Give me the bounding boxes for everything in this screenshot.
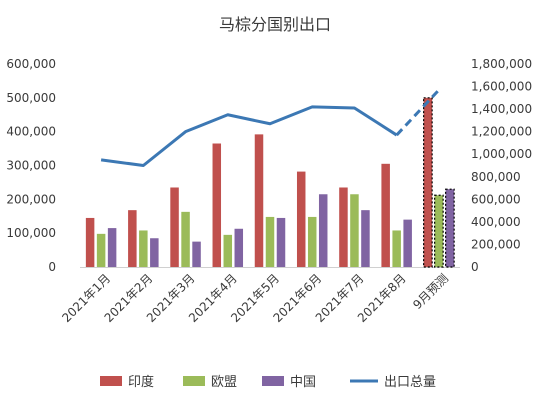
- bar-欧盟-1: [139, 230, 148, 267]
- y-right-tick-label: 1,600,000: [471, 80, 532, 94]
- legend-label-印度: 印度: [128, 374, 154, 390]
- y-left-tick-label: 0: [48, 260, 56, 274]
- bar-印度-0: [85, 217, 95, 267]
- bar-印度-8: [423, 97, 433, 268]
- legend-swatch-欧盟: [183, 376, 205, 386]
- bar-印度-1: [128, 210, 137, 267]
- y-left-tick-label: 600,000: [6, 57, 56, 71]
- bar-欧盟-8: [434, 194, 444, 268]
- bar-印度-2: [170, 187, 179, 267]
- y-right-tick-label: 1,400,000: [471, 102, 532, 116]
- y-left-tick-label: 500,000: [6, 91, 56, 105]
- bar-中国-7: [403, 219, 412, 267]
- bar-中国-3: [234, 228, 244, 267]
- y-right-tick-label: 1,800,000: [471, 57, 532, 71]
- legend-swatch-中国: [262, 376, 284, 386]
- chart-title: 马棕分国别出口: [219, 15, 331, 34]
- bar-中国-0: [107, 228, 117, 267]
- bar-欧盟-3: [223, 234, 233, 267]
- y-left-tick-label: 100,000: [6, 226, 56, 240]
- y-right-tick-label: 1,200,000: [471, 125, 532, 139]
- line-出口总量-forecast: [395, 88, 440, 137]
- legend-label-出口总量: 出口总量: [384, 375, 436, 390]
- bar-欧盟-5: [307, 216, 317, 267]
- legend-label-欧盟: 欧盟: [211, 375, 237, 390]
- bar-印度-6: [339, 187, 348, 267]
- bar-印度-5: [296, 171, 306, 267]
- y-left-tick-label: 200,000: [6, 192, 56, 206]
- bar-中国-6: [361, 210, 370, 267]
- bar-欧盟-2: [181, 211, 190, 267]
- line-出口总量: [100, 105, 398, 167]
- y-left-tick-label: 400,000: [6, 125, 56, 139]
- y-right-tick-label: 0: [471, 260, 479, 274]
- y-right-tick-label: 200,000: [471, 237, 521, 251]
- y-left-tick-label: 300,000: [6, 159, 56, 173]
- bar-欧盟-6: [350, 194, 359, 267]
- y-right-tick-label: 400,000: [471, 215, 521, 229]
- bar-欧盟-4: [265, 216, 275, 267]
- bar-中国-2: [192, 241, 201, 267]
- bar-欧盟-7: [392, 230, 401, 267]
- bar-印度-7: [381, 163, 390, 267]
- x-category-label: 9月预测: [410, 271, 451, 312]
- bar-印度-4: [254, 134, 264, 267]
- bar-欧盟-0: [96, 233, 106, 267]
- y-right-tick-label: 600,000: [471, 192, 521, 206]
- bar-印度-3: [212, 143, 222, 267]
- bar-中国-4: [276, 217, 286, 267]
- y-right-tick-label: 1,000,000: [471, 147, 532, 161]
- y-right-tick-label: 800,000: [471, 170, 521, 184]
- bar-中国-1: [150, 238, 159, 267]
- bar-中国-8: [445, 188, 455, 268]
- legend-label-中国: 中国: [290, 375, 316, 390]
- legend-swatch-印度: [100, 376, 122, 386]
- bar-中国-5: [318, 194, 328, 267]
